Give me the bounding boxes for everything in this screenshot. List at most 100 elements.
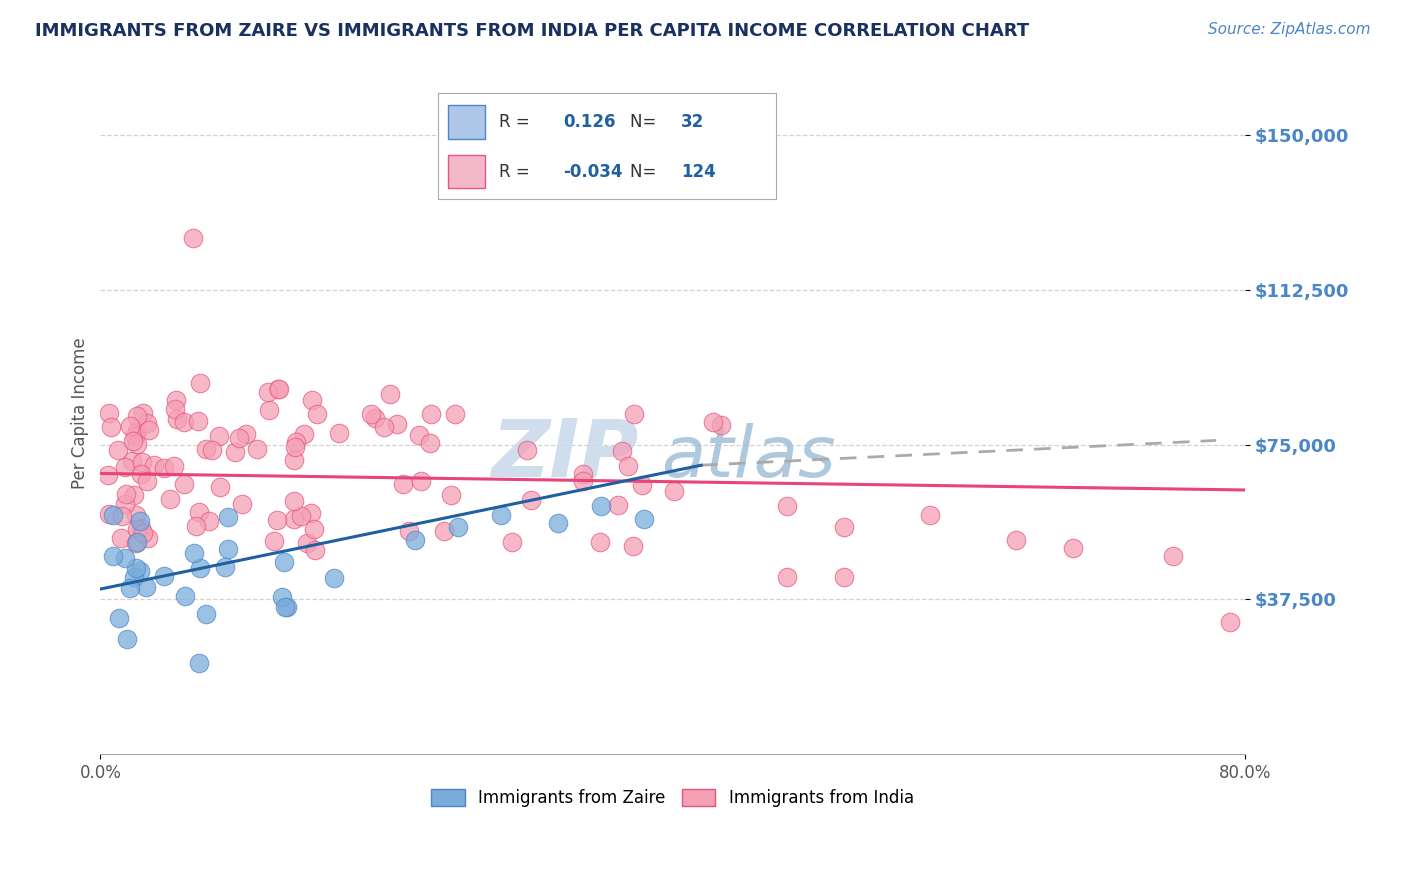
Point <box>114 551 136 566</box>
Point <box>131 467 153 481</box>
Point <box>121 434 143 449</box>
Point <box>257 384 280 399</box>
Point <box>273 599 295 614</box>
Point <box>411 474 433 488</box>
Point <box>153 568 176 582</box>
Point <box>572 474 595 488</box>
Point <box>623 407 645 421</box>
Point <box>266 513 288 527</box>
Point <box>392 477 415 491</box>
Point <box>607 499 630 513</box>
Point <box>276 599 298 614</box>
Point <box>364 411 387 425</box>
Point <box>408 427 430 442</box>
Point <box>187 657 209 671</box>
Point <box>662 483 685 498</box>
Point <box>124 535 146 549</box>
Point <box>404 533 426 547</box>
Point <box>163 459 186 474</box>
Point <box>501 534 523 549</box>
Point <box>301 392 323 407</box>
Point <box>136 474 159 488</box>
Point <box>295 535 318 549</box>
Point <box>121 454 143 468</box>
Point <box>398 524 420 539</box>
Point <box>304 542 326 557</box>
Point <box>125 508 148 523</box>
Point <box>135 580 157 594</box>
Point <box>273 555 295 569</box>
Point <box>194 607 217 621</box>
Point <box>132 406 155 420</box>
Point <box>165 401 187 416</box>
Point <box>284 440 307 454</box>
Point <box>918 508 941 522</box>
Point <box>124 429 146 443</box>
Point <box>776 500 799 514</box>
Point <box>129 521 152 535</box>
Point <box>385 417 408 431</box>
Point <box>419 436 441 450</box>
Point <box>305 407 328 421</box>
Point <box>127 522 149 536</box>
Point <box>776 569 799 583</box>
Point <box>1062 541 1084 555</box>
Point <box>118 418 141 433</box>
Point <box>283 512 305 526</box>
Y-axis label: Per Capita Income: Per Capita Income <box>72 338 89 490</box>
Point <box>380 386 402 401</box>
Text: ZIP: ZIP <box>491 416 638 493</box>
Point <box>159 491 181 506</box>
Point <box>131 455 153 469</box>
Point <box>702 416 724 430</box>
Point <box>263 534 285 549</box>
Point <box>360 407 382 421</box>
Point <box>165 392 187 407</box>
Point <box>190 561 212 575</box>
Point <box>166 412 188 426</box>
Point <box>440 488 463 502</box>
Point <box>323 571 346 585</box>
Point <box>283 452 305 467</box>
Point <box>621 539 644 553</box>
Point <box>633 512 655 526</box>
Point <box>197 514 219 528</box>
Point <box>1005 533 1028 547</box>
Point <box>235 427 257 442</box>
Point <box>120 581 142 595</box>
Text: IMMIGRANTS FROM ZAIRE VS IMMIGRANTS FROM INDIA PER CAPITA INCOME CORRELATION CHA: IMMIGRANTS FROM ZAIRE VS IMMIGRANTS FROM… <box>35 22 1029 40</box>
Point <box>290 508 312 523</box>
Point <box>97 468 120 483</box>
Point <box>100 420 122 434</box>
Point <box>110 531 132 545</box>
Text: Source: ZipAtlas.com: Source: ZipAtlas.com <box>1208 22 1371 37</box>
Point <box>111 508 134 523</box>
Point <box>299 506 322 520</box>
Point <box>710 418 733 433</box>
Point <box>516 442 538 457</box>
Point <box>201 443 224 458</box>
Point <box>122 487 145 501</box>
Point <box>292 427 315 442</box>
Point <box>136 531 159 545</box>
Point <box>125 535 148 549</box>
Point <box>114 459 136 474</box>
Point <box>188 376 211 391</box>
Point <box>547 516 569 530</box>
Point <box>420 407 443 421</box>
Point <box>115 632 138 646</box>
Point <box>373 420 395 434</box>
Point <box>208 429 231 443</box>
Point <box>107 442 129 457</box>
Point <box>115 487 138 501</box>
Point <box>125 436 148 450</box>
Point <box>108 610 131 624</box>
Point <box>447 520 470 534</box>
Point <box>125 424 148 438</box>
Legend: Immigrants from Zaire, Immigrants from India: Immigrants from Zaire, Immigrants from I… <box>425 782 921 814</box>
Point <box>231 497 253 511</box>
Point <box>98 507 121 521</box>
Point <box>127 409 149 424</box>
Point <box>589 500 612 514</box>
Point <box>125 561 148 575</box>
